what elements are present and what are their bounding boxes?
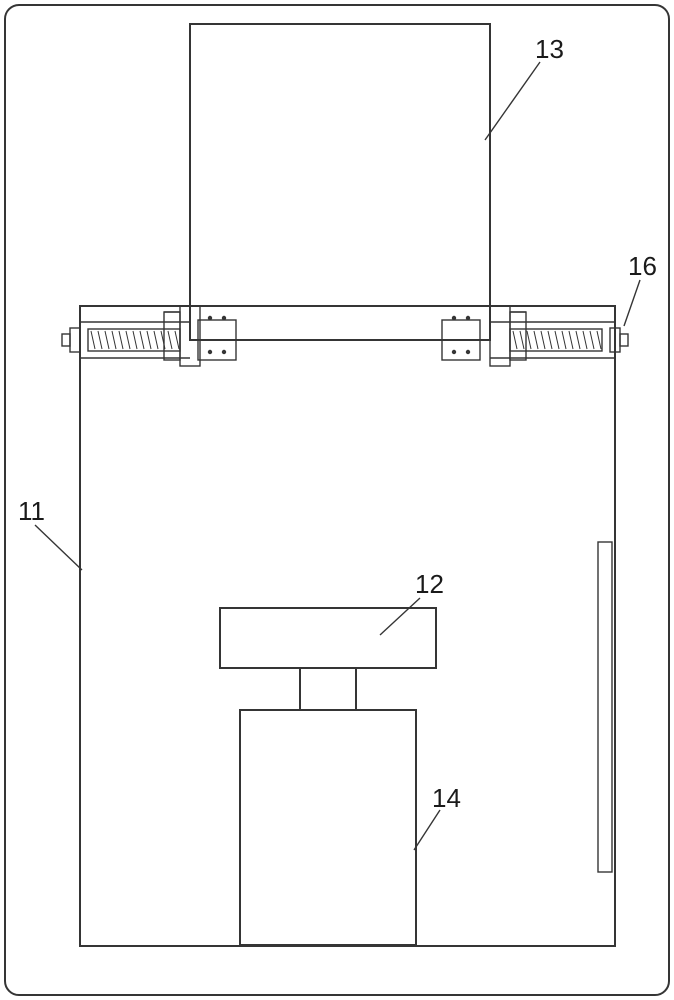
right-strip (598, 542, 612, 872)
label-13: 13 (535, 34, 564, 64)
label-12: 12 (415, 569, 444, 599)
base-block (240, 710, 416, 945)
label-16: 16 (628, 251, 657, 281)
leader-12 (380, 598, 420, 635)
label-14: 14 (432, 783, 461, 813)
leader-16 (624, 280, 640, 326)
leader-13 (485, 62, 540, 140)
left-mechanism (62, 306, 236, 366)
leader-11 (35, 525, 82, 570)
leader-14 (414, 810, 440, 850)
right-mechanism (442, 306, 628, 366)
upper-block (190, 24, 490, 340)
label-11: 11 (18, 496, 45, 526)
main-body (80, 306, 615, 946)
platform (220, 608, 436, 668)
